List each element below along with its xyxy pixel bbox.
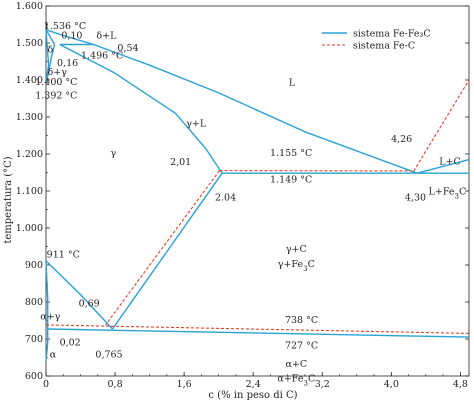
ticks-group: 0 0,8 1,6 2,4 3,2 4,0 4,8 600 700 800 900 1.000 1.10… xyxy=(16,1,469,390)
x-tick-label: 2,4 xyxy=(246,379,261,390)
series-fe-fe3c-line xyxy=(59,43,223,174)
series-fe-c-line xyxy=(413,79,470,172)
x-tick-label: 3,2 xyxy=(315,379,330,390)
annotations-group: 1.536 °C0,10 δ+L δ 0,54 0,161.496 °C δ+γ1.400… xyxy=(35,21,466,388)
annotation-label: α+C xyxy=(286,359,308,370)
annotation-label: L+Fe3C xyxy=(429,187,467,201)
annotation-label: 0,54 xyxy=(117,43,138,54)
annotation-label: 1.536 °C xyxy=(44,21,86,32)
annotation-label: 4,26 xyxy=(391,134,412,145)
annotation-label: 1.400 °C xyxy=(35,77,77,88)
series-fe-fe3c-line xyxy=(47,328,470,338)
annotation-label: L xyxy=(289,78,296,89)
y-tick-label: 1.600 xyxy=(16,1,43,12)
y-tick-label: 700 xyxy=(25,334,43,345)
subscript: 3 xyxy=(303,265,307,273)
series-fe-fe3c-line xyxy=(111,172,223,330)
x-tick-label: 0 xyxy=(43,379,49,390)
annotation-label: δ xyxy=(47,44,53,55)
annotation-label: 727 °C xyxy=(285,340,318,351)
annotation-label: 0,69 xyxy=(79,298,100,309)
series-fe-fe3c-line xyxy=(45,260,114,330)
annotation-label: α+γ xyxy=(40,311,60,322)
annotation-label: γ xyxy=(110,148,116,159)
annotation-label: δ+γ xyxy=(48,67,68,78)
annotation-label: γ+Fe3C xyxy=(278,259,315,273)
y-tick-label: 1.100 xyxy=(16,186,43,197)
annotation-label: 0,16 xyxy=(57,58,78,69)
annotation-label: 0,765 xyxy=(95,350,122,361)
subscript: 3 xyxy=(455,193,459,201)
legend-label: sistema Fe-Fe₃C xyxy=(353,29,431,40)
y-tick-label: 600 xyxy=(25,371,43,382)
annotation-label: 1.149 °C xyxy=(270,174,312,185)
y-tick-label: 800 xyxy=(25,297,43,308)
annotation-label: 738 °C xyxy=(285,315,318,326)
annotation-label: α+Fe3C xyxy=(277,374,315,388)
legend-label: sistema Fe-C xyxy=(353,41,415,52)
annotation-label: 1.392 °C xyxy=(35,91,77,102)
y-tick-label: 1.000 xyxy=(16,223,43,234)
y-tick-label: 1.400 xyxy=(16,75,43,86)
series-fe-fe3c-line xyxy=(45,44,56,84)
annotation-label: 0,02 xyxy=(60,337,81,348)
series-fe-c-line xyxy=(45,324,470,334)
series-fe-fe3c-line xyxy=(45,29,56,45)
annotation-label: γ+L xyxy=(186,118,207,129)
series-fe-fe3c-line xyxy=(45,29,418,174)
y-tick-label: 1.500 xyxy=(16,38,43,49)
x-tick-label: 4,8 xyxy=(453,379,468,390)
y-tick-label: 900 xyxy=(25,260,43,271)
y-tick-label: 1.300 xyxy=(16,112,43,123)
annotation-label: α xyxy=(50,350,57,361)
x-tick-label: 0,8 xyxy=(108,379,123,390)
annotation-label: L+C xyxy=(439,156,461,167)
y-axis-title: temperatura (°C) xyxy=(3,156,14,243)
series-group xyxy=(45,29,470,362)
annotation-label: 4,30 xyxy=(405,192,426,203)
x-axis-title: c (% in peso di C) xyxy=(208,390,297,401)
series-fe-fe3c-line xyxy=(45,260,49,362)
subscript: 3 xyxy=(304,380,308,388)
x-tick-label: 4,0 xyxy=(384,379,399,390)
series-fe-fe3c-line xyxy=(417,158,470,174)
annotation-label: 2.04 xyxy=(215,192,236,203)
series-fe-c-line xyxy=(105,170,220,326)
y-tick-label: 1.200 xyxy=(16,149,43,160)
annotation-label: 1.155 °C xyxy=(270,148,312,159)
annotation-label: 911 °C xyxy=(47,250,80,261)
x-tick-label: 1,6 xyxy=(177,379,192,390)
annotation-label: γ+C xyxy=(286,244,307,255)
annotation-label: 2,01 xyxy=(170,157,191,168)
annotation-label: 0,10 xyxy=(61,31,82,42)
annotation-label: δ+L xyxy=(96,31,117,42)
annotation-label: 1.496 °C xyxy=(81,51,123,62)
